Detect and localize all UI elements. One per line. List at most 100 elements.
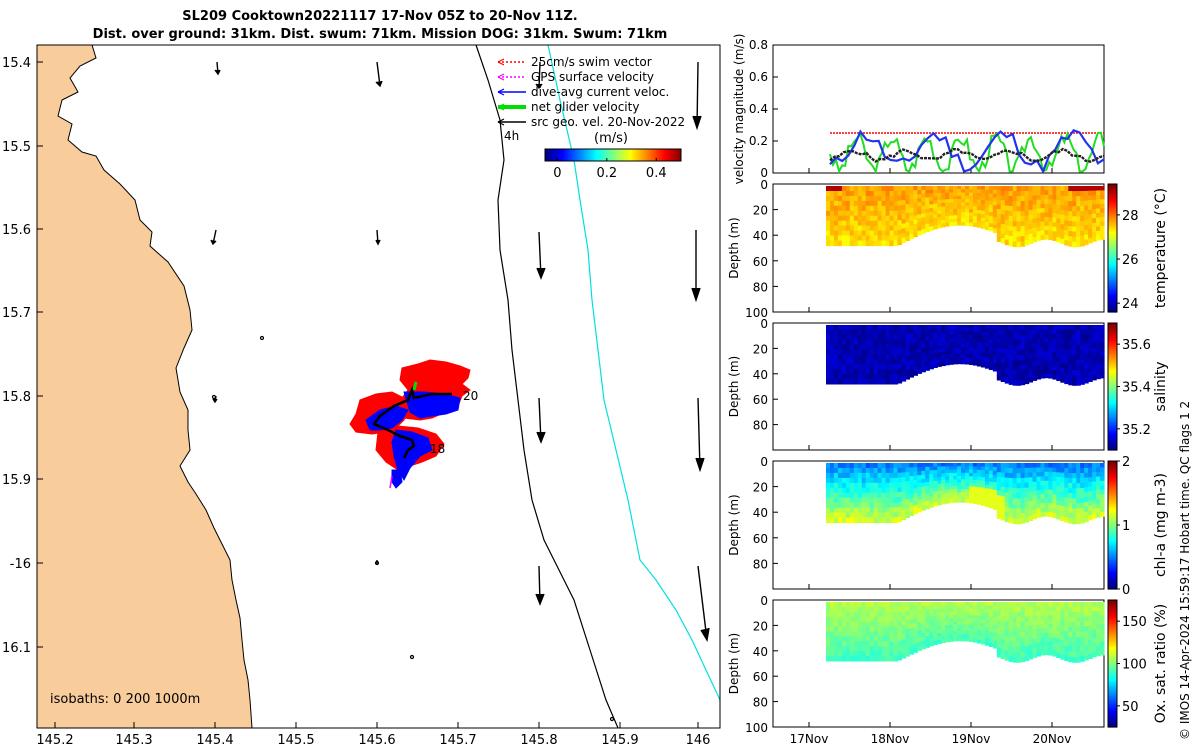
salinity-cell <box>857 349 863 356</box>
chla-cell <box>1016 493 1022 499</box>
oxygen-cell <box>984 602 990 607</box>
chla-cell <box>853 468 859 474</box>
temperature-colorbar-cell <box>1108 233 1117 236</box>
velocity-ylabel: velocity magnitude (m/s) <box>732 34 746 185</box>
salinity-cell <box>1044 360 1049 366</box>
temperature-cell <box>1040 186 1046 191</box>
salinity-cell <box>1088 376 1093 382</box>
credit-text: © IMOS 14-Apr-2024 15:59:17 Hobart time.… <box>1178 400 1192 740</box>
salinity-cell <box>1080 325 1085 331</box>
chla-cell <box>889 502 895 509</box>
chla-cell <box>1028 482 1034 488</box>
salinity-cell <box>881 364 887 370</box>
chla-cell <box>945 496 950 501</box>
chla-colorbar-cell <box>1108 505 1117 509</box>
salinity-cell <box>1072 355 1077 361</box>
salinity-cell <box>1024 368 1030 375</box>
oxygen-cell <box>980 629 986 634</box>
salinity-cell <box>980 328 986 333</box>
chla-cell <box>837 472 843 479</box>
oxygen-cell <box>1000 616 1006 622</box>
oxygen-cell <box>1072 617 1077 623</box>
colorbar-cell <box>651 149 653 161</box>
temperature-cell <box>972 186 978 190</box>
salinity-colorbar-cell <box>1108 397 1117 400</box>
salinity-cell <box>1096 360 1101 366</box>
salinity-cell <box>1032 361 1038 368</box>
chla-cell <box>1100 485 1105 491</box>
salinity-cell <box>1068 359 1073 366</box>
oxygen-cell <box>885 631 891 637</box>
chla-cell <box>1048 503 1053 509</box>
chla-cell <box>865 497 871 504</box>
oxygen-colorbar-cell <box>1108 701 1117 705</box>
salinity-colorbar-cell <box>1108 333 1117 337</box>
temperature-cell <box>833 230 839 237</box>
salinity-cell <box>1072 325 1077 331</box>
chla-cell <box>1008 507 1014 514</box>
chla-cell <box>917 507 922 513</box>
oxygen-cell <box>980 633 986 638</box>
oxygen-cell <box>901 639 907 645</box>
oxygen-cell <box>949 605 954 610</box>
chla-cell <box>1040 498 1046 504</box>
temperature-cell <box>969 205 974 210</box>
salinity-cell <box>897 368 903 374</box>
salinity-cell <box>833 359 839 365</box>
temperature-cell <box>941 213 946 218</box>
temperature-cell <box>901 233 907 239</box>
temperature-cell <box>953 199 958 203</box>
chla-cell <box>949 476 954 481</box>
salinity-ylabel: Depth (m) <box>727 356 741 417</box>
temperature-cell <box>1064 215 1069 221</box>
temperature-cell <box>897 229 903 236</box>
temperature-cell <box>1084 205 1089 211</box>
chla-cell <box>865 463 871 469</box>
colorbar-cell <box>554 149 556 161</box>
salinity-cell <box>913 358 918 364</box>
salinity-cell <box>945 341 950 346</box>
chla-colorbar-cell <box>1108 486 1117 490</box>
gps-velocity-line <box>829 147 1105 163</box>
salinity-cell <box>837 325 843 331</box>
chla-colorbar-cell <box>1108 507 1117 511</box>
oxygen-cell <box>976 625 982 630</box>
oxygen-cell <box>1056 629 1061 635</box>
chla-cell <box>929 503 934 508</box>
temperature-cell <box>869 235 875 242</box>
temperature-cell <box>830 220 835 227</box>
salinity-colorbar-cell <box>1108 409 1117 413</box>
temperature-cell <box>1028 190 1034 197</box>
temperature-cell <box>861 195 867 202</box>
temperature-cell <box>945 189 950 194</box>
oxygen-cell <box>830 611 835 618</box>
temperature-cell <box>925 216 930 221</box>
oxygen-cell <box>957 621 962 626</box>
oxygen-cell <box>1080 636 1085 643</box>
salinity-cell <box>941 331 946 336</box>
salinity-cell <box>949 338 954 342</box>
chla-cell <box>976 497 982 502</box>
chla-cell <box>893 492 899 499</box>
salinity-cell <box>988 354 994 359</box>
chla-cell <box>873 477 879 484</box>
oxygen-cell <box>869 606 875 613</box>
salinity-cell <box>1052 334 1057 340</box>
temperature-cell <box>1072 196 1077 202</box>
oxygen-cell <box>957 614 962 619</box>
chla-cell <box>1044 485 1049 491</box>
oxygen-cell <box>901 620 907 626</box>
temperature-cell <box>869 205 875 212</box>
salinity-cell <box>1072 330 1077 336</box>
temperature-colorbar-cell <box>1108 292 1117 296</box>
temperature-cell <box>1016 231 1022 238</box>
oxygen-cell <box>1020 626 1026 633</box>
oxygen-cell <box>841 626 847 633</box>
salinity-cell <box>1060 339 1065 345</box>
oxygen-cell <box>965 631 970 635</box>
oxygen-cell <box>1016 642 1022 648</box>
temperature-cell <box>941 199 946 204</box>
chla-cell <box>861 468 867 474</box>
chla-cell <box>1084 472 1089 479</box>
chla-cell <box>1092 476 1097 482</box>
